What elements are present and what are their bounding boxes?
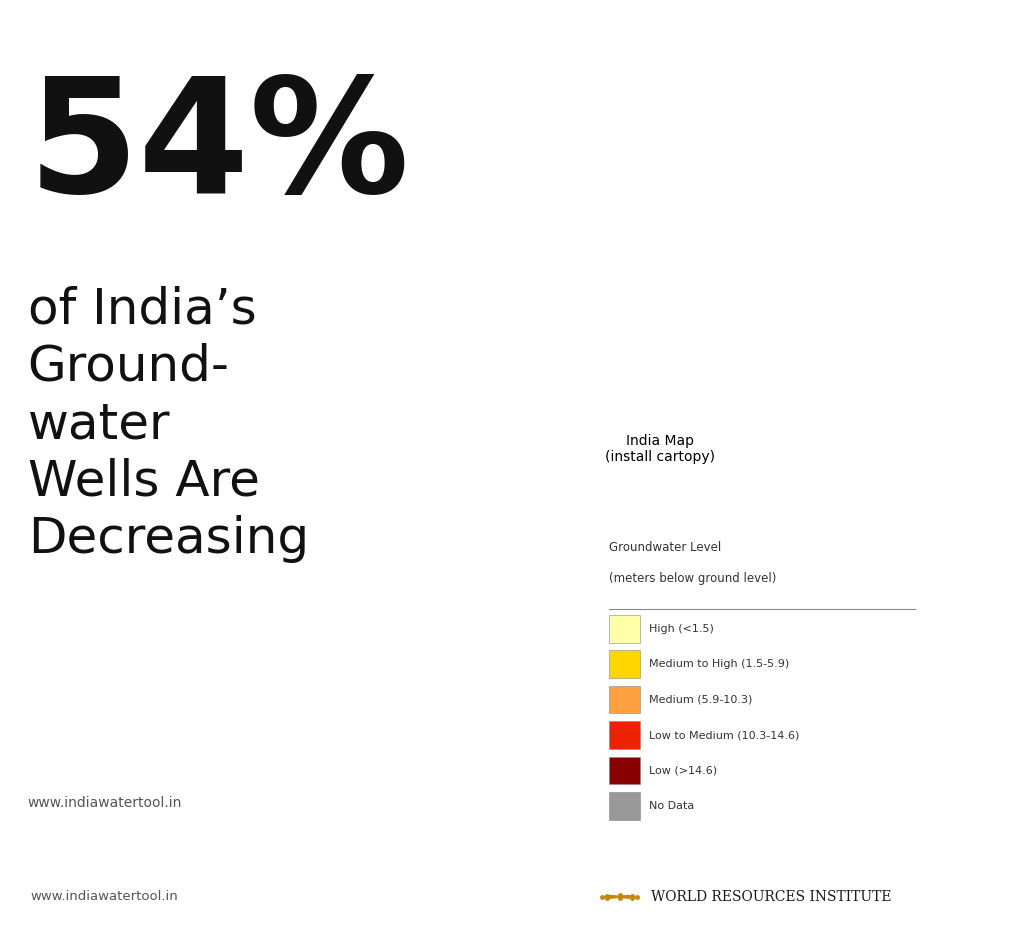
Text: (meters below ground level): (meters below ground level) <box>609 571 776 584</box>
Text: 54%: 54% <box>28 70 410 225</box>
Text: India Map
(install cartopy): India Map (install cartopy) <box>605 434 716 464</box>
Text: of India’s
Ground-
water
Wells Are
Decreasing: of India’s Ground- water Wells Are Decre… <box>28 285 309 563</box>
Text: High (<1.5): High (<1.5) <box>649 624 714 634</box>
Text: www.indiawatertool.in: www.indiawatertool.in <box>31 890 178 903</box>
Bar <box>609 721 640 749</box>
Text: Low (>14.6): Low (>14.6) <box>649 766 718 775</box>
Bar <box>609 650 640 678</box>
Text: WORLD RESOURCES INSTITUTE: WORLD RESOURCES INSTITUTE <box>651 890 892 904</box>
Text: No Data: No Data <box>649 801 694 811</box>
Bar <box>609 685 640 713</box>
Bar <box>609 615 640 642</box>
Bar <box>609 756 640 784</box>
Text: Medium to High (1.5-5.9): Medium to High (1.5-5.9) <box>649 659 790 669</box>
Text: www.indiawatertool.in: www.indiawatertool.in <box>28 796 182 810</box>
Text: Low to Medium (10.3-14.6): Low to Medium (10.3-14.6) <box>649 730 800 741</box>
Bar <box>609 792 640 820</box>
Text: Medium (5.9-10.3): Medium (5.9-10.3) <box>649 695 753 705</box>
Text: Groundwater Level: Groundwater Level <box>609 540 722 554</box>
